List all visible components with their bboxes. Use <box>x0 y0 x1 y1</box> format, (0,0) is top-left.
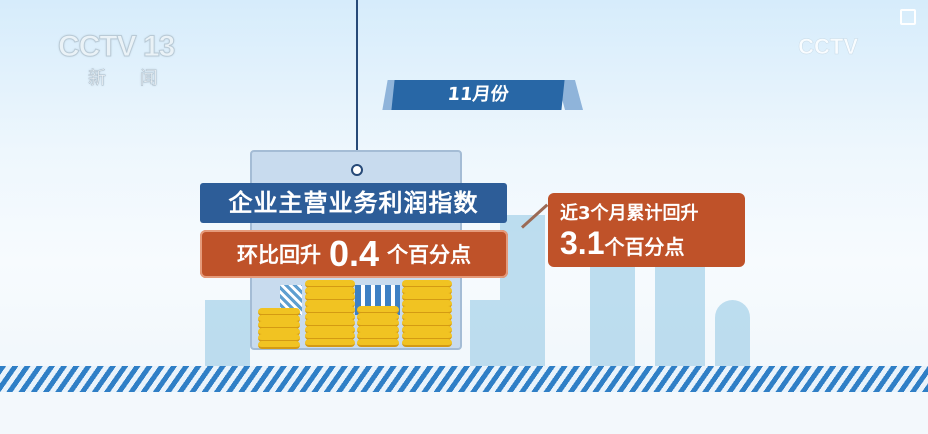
main-stat-value: 0.4 <box>328 233 380 274</box>
coin <box>357 338 399 347</box>
coin <box>402 338 452 347</box>
cctv13-logo: CCTV 13 新 闻 <box>57 30 175 90</box>
main-stat-unit: 个百分点 <box>387 243 472 267</box>
main-stat-box: 环比回升 0.4 个百分点 <box>200 230 508 278</box>
side-stat-value: 3.1 <box>560 225 605 261</box>
hanging-line <box>356 0 358 166</box>
corner-icon <box>900 9 916 25</box>
hanger-ring <box>351 164 363 176</box>
coin <box>305 338 355 347</box>
cctv-watermark: CCTV <box>798 34 858 60</box>
side-stat-label: 近3个月累计回升 <box>560 203 699 224</box>
coin <box>258 340 300 349</box>
month-banner: 11月份 <box>382 80 584 110</box>
bottom-stripe <box>0 366 928 392</box>
headline-title: 企业主营业务利润指数 <box>200 183 507 223</box>
main-stat-label: 环比回升 <box>236 243 321 267</box>
side-stat-unit: 个百分点 <box>604 235 685 259</box>
channel-name: 新 闻 <box>88 68 172 90</box>
ground <box>0 392 928 434</box>
side-stat-box: 近3个月累计回升 3.1个百分点 <box>548 193 745 267</box>
month-label: 11月份 <box>391 80 565 110</box>
cctv13-logo-text: CCTV 13 <box>57 30 175 64</box>
